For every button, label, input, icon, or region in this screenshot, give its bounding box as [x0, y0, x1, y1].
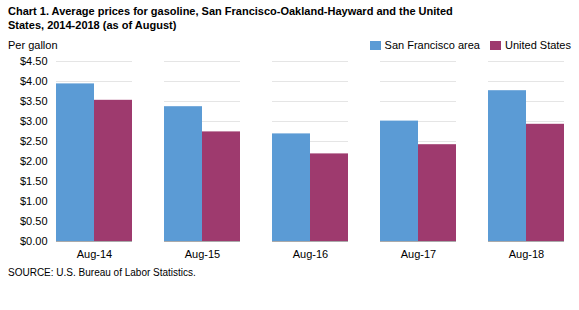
svg-text:$3.00: $3.00 — [20, 115, 48, 127]
svg-text:$1.00: $1.00 — [20, 195, 48, 207]
svg-text:$4.00: $4.00 — [20, 75, 48, 87]
html-text:Chart 1. Average prices for ga: Chart 1. Average prices for gasoline, Sa… — [8, 5, 453, 31]
svg-text:$0.50: $0.50 — [20, 215, 48, 227]
svg-text:Aug-16: Aug-16 — [293, 248, 328, 260]
html-text:San Francisco area: San Francisco area — [384, 39, 480, 51]
svg-text:Aug-17: Aug-17 — [401, 248, 436, 260]
svg-text:$2.00: $2.00 — [20, 155, 48, 167]
svg-text:$1.50: $1.50 — [20, 175, 48, 187]
html-text:Per gallon: Per gallon — [8, 39, 58, 51]
svg-text:$4.50: $4.50 — [20, 55, 48, 67]
svg-text:$0.00: $0.00 — [20, 235, 48, 247]
svg-text:$3.50: $3.50 — [20, 95, 48, 107]
html-text:SOURCE: U.S. Bureau of Labor S: SOURCE: U.S. Bureau of Labor Statistics. — [8, 267, 196, 278]
svg-text:Aug-15: Aug-15 — [185, 248, 220, 260]
svg-text:Aug-14: Aug-14 — [77, 248, 112, 260]
svg-text:$2.50: $2.50 — [20, 135, 48, 147]
svg-text:Aug-18: Aug-18 — [509, 248, 544, 260]
html-text:United States: United States — [505, 39, 571, 51]
